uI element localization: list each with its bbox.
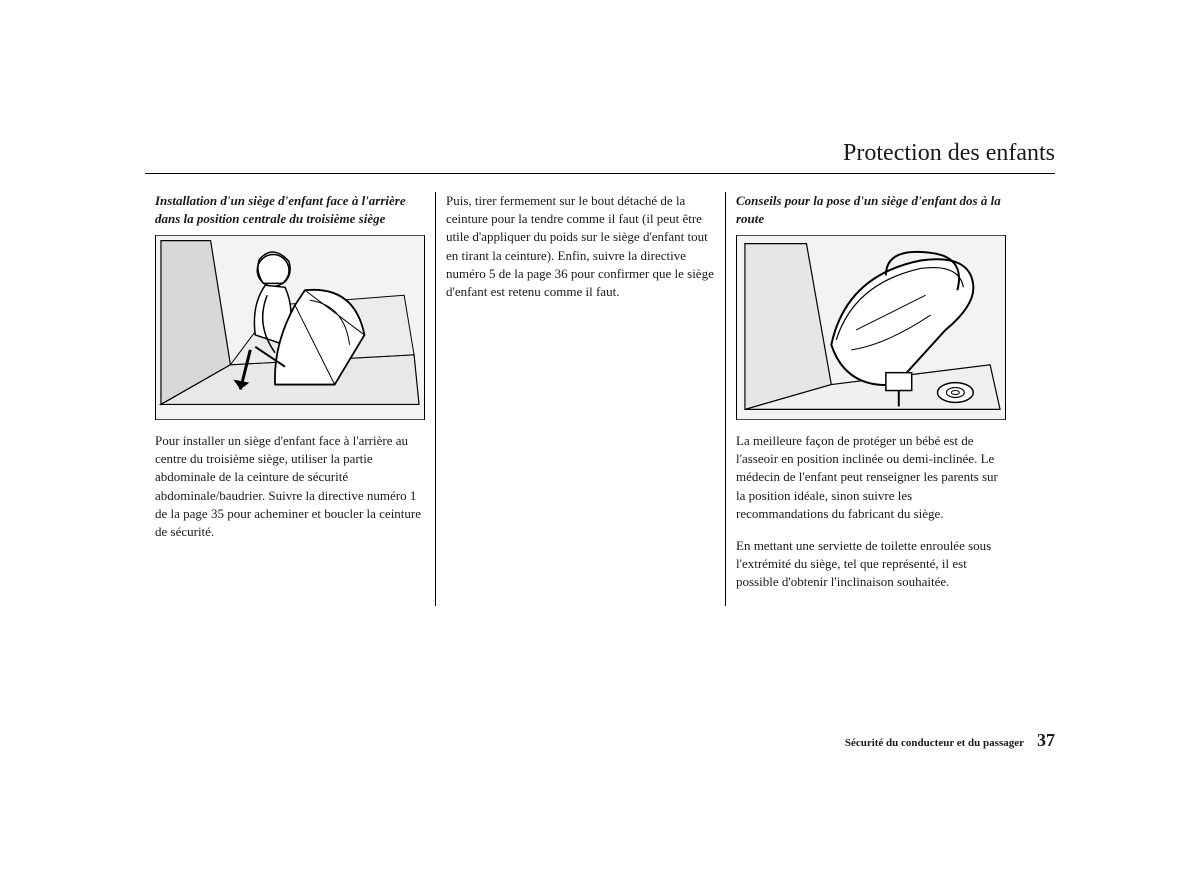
page-title: Protection des enfants bbox=[145, 140, 1055, 174]
column-2: Puis, tirer fermement sur le bout détach… bbox=[435, 192, 725, 606]
col1-paragraph-1: Pour installer un siège d'enfant face à … bbox=[155, 432, 425, 541]
footer-page-number: 37 bbox=[1037, 730, 1055, 750]
col3-paragraph-2: En mettant une serviette de toilette enr… bbox=[736, 537, 1005, 592]
footer-section-label: Sécurité du conducteur et du passager bbox=[845, 737, 1024, 749]
child-seat-install-icon bbox=[156, 235, 424, 420]
column-3: Conseils pour la pose d'un siège d'enfan… bbox=[725, 192, 1015, 606]
column-1: Installation d'un siège d'enfant face à … bbox=[145, 192, 435, 606]
three-column-layout: Installation d'un siège d'enfant face à … bbox=[145, 192, 1055, 606]
illustration-rear-facing-seat bbox=[736, 235, 1006, 420]
rear-facing-seat-icon bbox=[737, 235, 1005, 420]
manual-page: Protection des enfants Installation d'un… bbox=[145, 140, 1055, 606]
page-footer: Sécurité du conducteur et du passager 37 bbox=[845, 730, 1055, 751]
illustration-woman-installing-seat bbox=[155, 235, 425, 420]
col2-paragraph-1: Puis, tirer fermement sur le bout détach… bbox=[446, 192, 715, 301]
col1-subheading: Installation d'un siège d'enfant face à … bbox=[155, 192, 425, 227]
col3-subheading: Conseils pour la pose d'un siège d'enfan… bbox=[736, 192, 1005, 227]
col3-paragraph-1: La meilleure façon de protéger un bébé e… bbox=[736, 432, 1005, 523]
